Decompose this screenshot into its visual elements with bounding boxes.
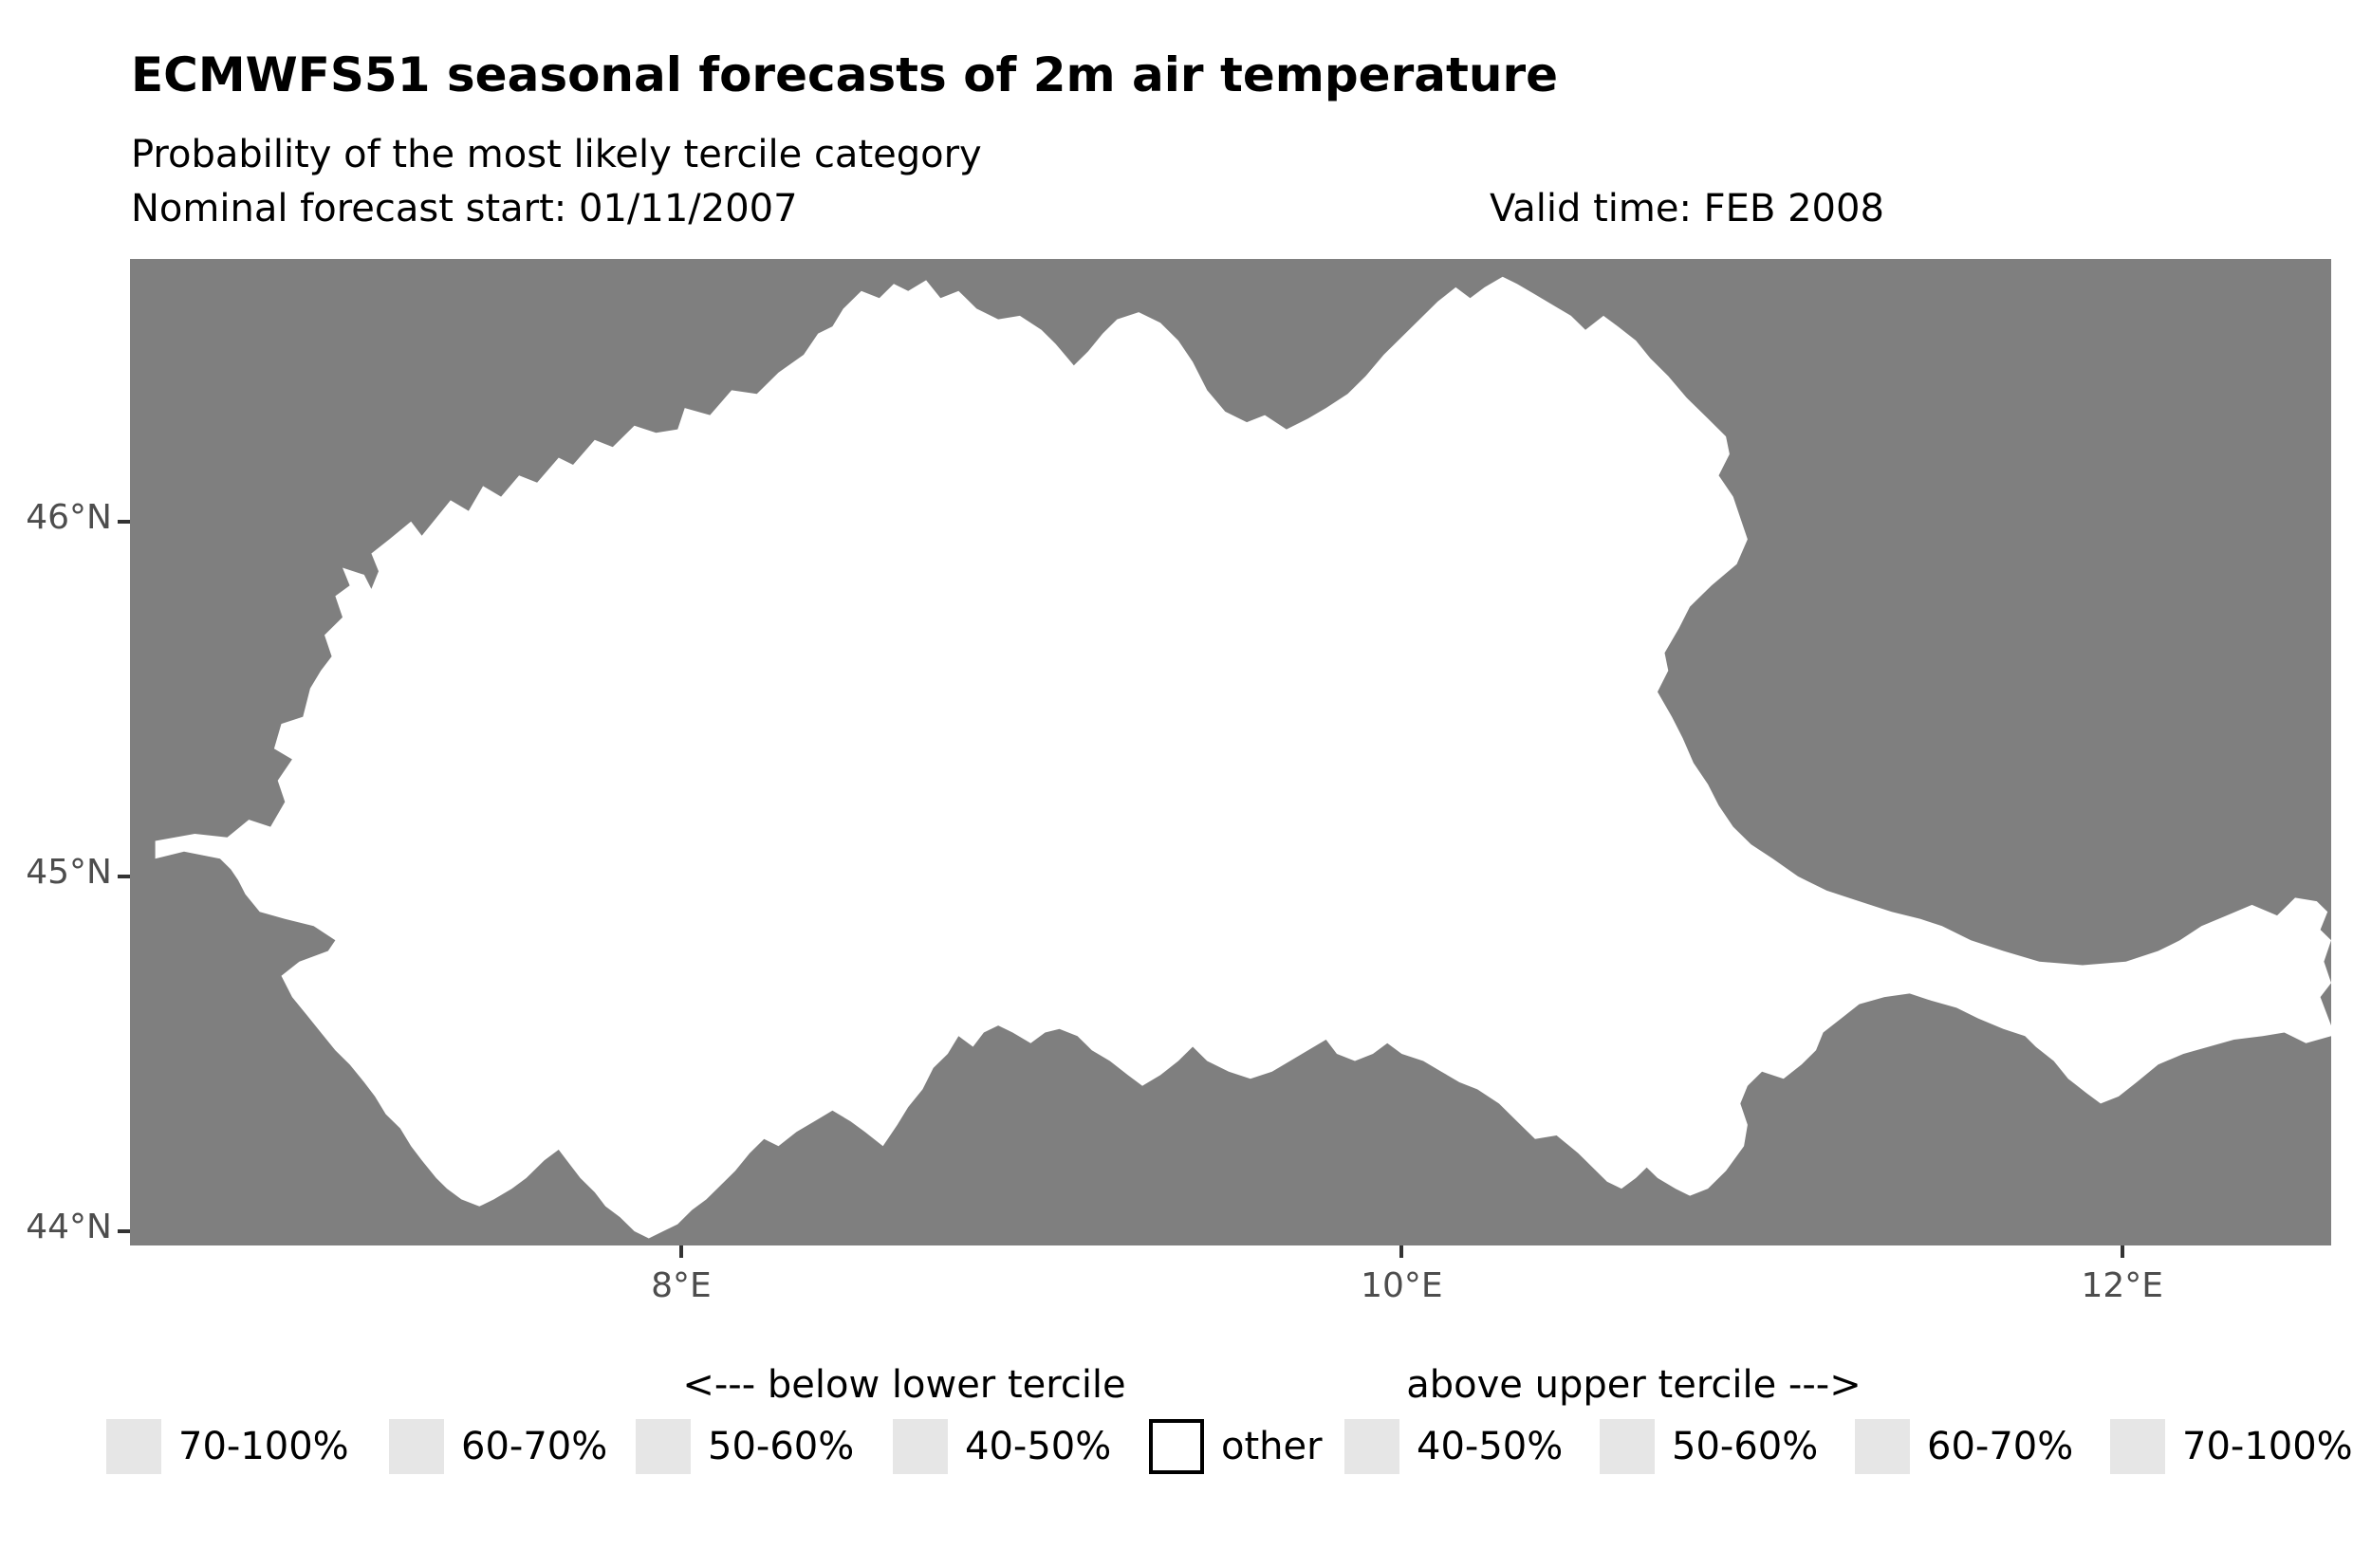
legend-swatch-40-50- xyxy=(1344,1419,1399,1474)
valid-time-label: Valid time: FEB 2008 xyxy=(1490,187,1884,231)
x-tick-mark xyxy=(2120,1245,2124,1258)
legend-label: 60-70% xyxy=(461,1425,608,1468)
forecast-start-label: Nominal forecast start: 01/11/2007 xyxy=(131,187,798,231)
y-tick-label: 45°N xyxy=(26,852,112,892)
legend-swatch-50-60- xyxy=(636,1419,691,1474)
legend-label: 60-70% xyxy=(1927,1425,2074,1468)
y-tick-mark xyxy=(118,519,130,524)
legend-label: 40-50% xyxy=(965,1425,1112,1468)
legend-label: other xyxy=(1221,1425,1323,1468)
y-tick-label: 44°N xyxy=(26,1208,112,1247)
legend-label: 70-100% xyxy=(178,1425,349,1468)
x-tick-mark xyxy=(1399,1245,1404,1258)
legend-swatch-60-70- xyxy=(389,1419,444,1474)
x-tick-label: 10°E xyxy=(1361,1266,1443,1305)
legend-swatch-70-100- xyxy=(106,1419,161,1474)
legend-label: 50-60% xyxy=(1672,1425,1819,1468)
x-tick-label: 12°E xyxy=(2081,1266,2164,1305)
legend-label: 50-60% xyxy=(708,1425,855,1468)
legend-label: 40-50% xyxy=(1417,1425,1564,1468)
legend-swatch-50-60- xyxy=(1600,1419,1655,1474)
y-tick-label: 46°N xyxy=(26,497,112,537)
legend-swatch-other xyxy=(1149,1419,1204,1474)
legend-label: 70-100% xyxy=(2182,1425,2353,1468)
map-panel xyxy=(130,259,2331,1245)
x-tick-mark xyxy=(678,1245,683,1258)
figure-subtitle: Probability of the most likely tercile c… xyxy=(131,133,982,176)
forecast-region-shape xyxy=(155,276,2331,1239)
legend-swatch-60-70- xyxy=(1855,1419,1910,1474)
y-tick-mark xyxy=(118,1229,130,1234)
x-tick-label: 8°E xyxy=(651,1266,712,1305)
legend-header-below-tercile: <--- below lower tercile xyxy=(682,1363,1126,1407)
legend-swatch-40-50- xyxy=(893,1419,948,1474)
basin-map-svg xyxy=(130,259,2331,1245)
legend-header-above-tercile: above upper tercile ---> xyxy=(1406,1363,1862,1407)
legend-swatch-70-100- xyxy=(2110,1419,2165,1474)
y-tick-mark xyxy=(118,874,130,878)
page-title: ECMWFS51 seasonal forecasts of 2m air te… xyxy=(131,47,1559,102)
